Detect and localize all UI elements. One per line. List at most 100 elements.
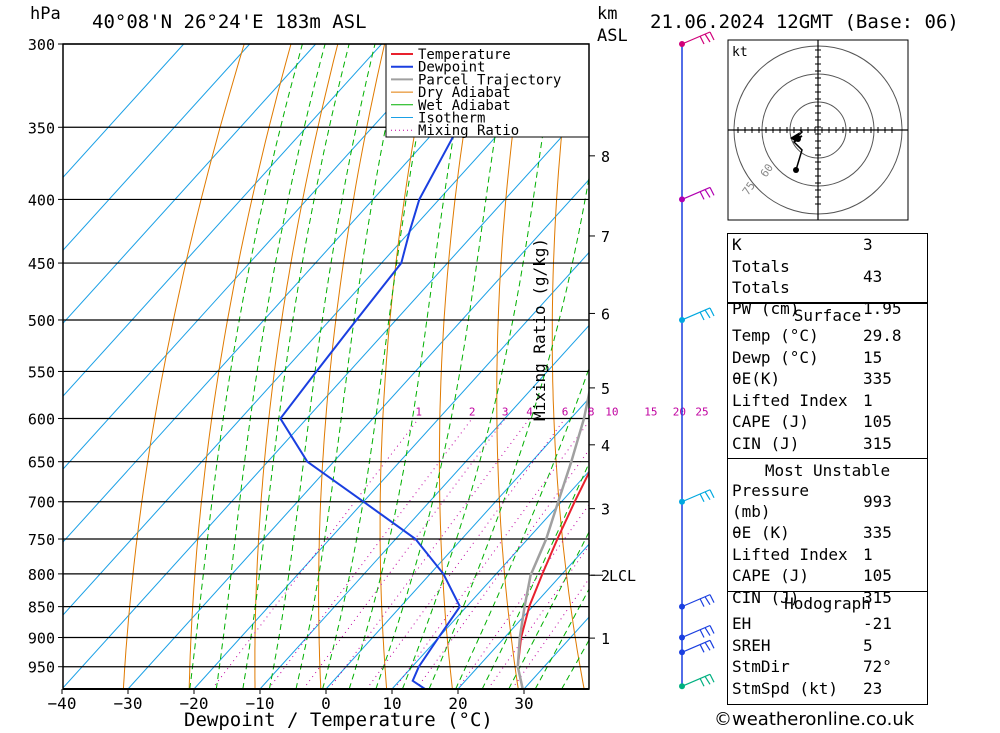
wind-barb-icon	[681, 594, 715, 608]
x-tick-label: −20	[180, 694, 209, 713]
surface-title: Surface	[793, 306, 862, 325]
surface-index-value: 1	[863, 390, 873, 410]
wet-adiabat-line	[455, 366, 589, 689]
y-tick-label: 850	[28, 599, 55, 617]
x-tick-label: 20	[448, 694, 467, 713]
mixing-ratio-axis-label: Mixing Ratio (g/kg)	[530, 237, 549, 421]
legend-label: Wet Adiabat	[418, 98, 511, 114]
mixing-ratio-label: 6	[562, 405, 569, 418]
dry-adiabat-line	[318, 44, 386, 689]
lcl-label: LCL	[609, 567, 636, 585]
copyright-link[interactable]: ©weatheronline.co.uk	[714, 709, 915, 730]
legend-label: Parcel Trajectory	[418, 72, 561, 88]
surface-index-row: Temp (°C) 29.8	[728, 325, 927, 347]
most-unstable-index-label: Lifted Index	[732, 544, 848, 564]
dry-adiabat-line	[993, 44, 1000, 689]
surface-index-value: 335	[863, 369, 892, 389]
hodograph-index-label: StmDir	[732, 657, 790, 677]
y-tick-label: 350	[28, 119, 55, 137]
most-unstable-index-label: θE (K)	[732, 523, 790, 543]
dry-adiabat-line	[551, 44, 585, 689]
parcel-trajectory-line	[516, 387, 589, 689]
y-tick-label: 700	[28, 494, 55, 512]
isotherm-line	[193, 251, 589, 689]
km-tick-label: 5	[601, 380, 610, 398]
km-tick-label: 1	[601, 630, 610, 648]
dry-adiabat-line	[496, 44, 526, 689]
dewpoint-line	[279, 44, 515, 689]
mixing-ratio-label: 15	[644, 405, 657, 418]
basic-indices-box: K 3 Totals Totals 43 PW (cm) 1.95	[727, 233, 928, 318]
surface-index-row: θE(K) 335	[728, 368, 927, 390]
wet-adiabat-line	[508, 530, 589, 689]
dry-adiabat-line	[946, 44, 1000, 689]
pressure-unit-label: hPa	[30, 4, 61, 24]
hodograph-index-value: 72°	[863, 657, 892, 677]
y-tick-label: 550	[28, 363, 55, 381]
km-tick-label: 4	[601, 437, 610, 455]
storm-motion-marker	[790, 132, 800, 142]
isotherm-line	[63, 44, 383, 397]
y-tick-label: 650	[28, 454, 55, 472]
km-tick-label: 6	[601, 305, 610, 323]
x-tick-label: −30	[114, 694, 143, 713]
mixing-ratio-line	[268, 418, 473, 689]
surface-index-label: Dewp (°C)	[732, 347, 819, 367]
surface-index-label: Lifted Index	[732, 390, 848, 410]
mixing-ratio-line	[302, 418, 506, 689]
wet-adiabat-line	[375, 44, 511, 689]
wind-barb-icon	[681, 186, 715, 200]
wet-adiabat-line	[534, 588, 589, 689]
most-unstable-index-label: Pressure (mb)	[732, 481, 810, 521]
mixing-ratio-label: 8	[588, 405, 595, 418]
surface-index-row: CAPE (J) 105	[728, 411, 927, 433]
basic-index-value: 43	[863, 267, 883, 286]
wet-adiabat-line	[215, 44, 326, 689]
wind-barb-icon	[681, 624, 715, 639]
mixing-ratio-line	[487, 544, 589, 689]
hodograph-index-value: -21	[863, 614, 892, 634]
legend-label: Mixing Ratio	[418, 123, 519, 139]
mixing-ratio-label: 4	[526, 405, 533, 418]
mixing-ratio-label: 10	[605, 405, 618, 418]
isotherm-line	[457, 543, 589, 689]
dry-adiabat-line	[379, 44, 432, 689]
wet-adiabat-line	[189, 44, 303, 689]
x-tick-label: 10	[382, 694, 401, 713]
hodograph-indices-box: Hodograph EH -21 SREH 5 StmDir 72° StmSpd (kt)…	[727, 591, 928, 705]
isotherm-line	[63, 44, 251, 252]
mixing-ratio-line	[211, 418, 420, 689]
x-tick-label: −10	[246, 694, 275, 713]
most-unstable-table: Pressure (mb) 993 θE (K) 335 Lifted Index 1 CA…	[728, 480, 927, 608]
mixing-ratio-line	[366, 418, 566, 689]
hodograph-index-row: EH -21	[728, 613, 927, 635]
legend-label: Dry Adiabat	[418, 85, 511, 101]
basic-index-label: K	[732, 235, 742, 255]
surface-box: Surface Temp (°C) 29.8 Dewp (°C) 15 θE(K) 335…	[727, 303, 928, 459]
surface-index-value: 29.8	[863, 326, 902, 346]
basic-index-row: Totals Totals 43	[728, 256, 927, 298]
x-axis-label: Dewpoint / Temperature (°C)	[184, 709, 493, 731]
isotherm-line	[259, 324, 589, 689]
most-unstable-index-row: CAPE (J) 105	[728, 565, 927, 587]
most-unstable-index-value: 993	[863, 491, 892, 511]
dry-adiabat-line	[658, 44, 716, 689]
y-tick-label: 500	[28, 312, 55, 330]
most-unstable-index-value: 1	[863, 544, 873, 564]
isotherm-line	[63, 105, 589, 689]
wet-adiabat-line	[242, 44, 350, 689]
datetime-title: 21.06.2024 12GMT (Base: 06)	[650, 11, 959, 33]
dry-adiabat-line	[438, 44, 479, 689]
y-tick-label: 900	[28, 630, 55, 648]
y-tick-label: 750	[28, 531, 55, 549]
hodograph-index-row: StmDir 72°	[728, 656, 927, 678]
most-unstable-index-row: Lifted Index 1	[728, 544, 927, 566]
wet-adiabat-line	[428, 174, 589, 689]
surface-index-value: 105	[863, 412, 892, 432]
surface-table: Temp (°C) 29.8 Dewp (°C) 15 θE(K) 335 Lifted I…	[728, 325, 927, 454]
temperature-line	[516, 470, 589, 689]
most-unstable-box: Most Unstable Pressure (mb) 993 θE (K) 335 L…	[727, 458, 928, 607]
most-unstable-index-row: Pressure (mb) 993	[728, 480, 927, 522]
most-unstable-index-row: θE (K) 335	[728, 522, 927, 544]
surface-index-value: 315	[863, 433, 892, 453]
